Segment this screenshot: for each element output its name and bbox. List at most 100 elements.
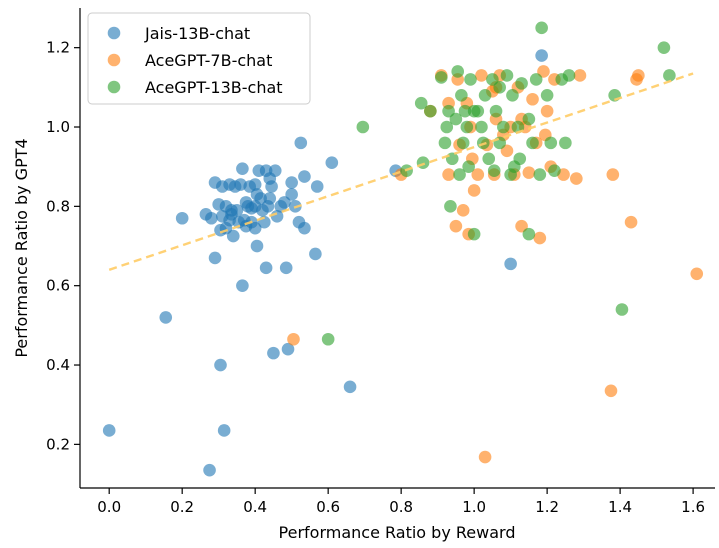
data-point xyxy=(486,73,499,86)
data-point xyxy=(239,196,253,209)
series-1-points xyxy=(102,49,548,477)
data-point xyxy=(533,168,547,181)
data-point xyxy=(259,261,273,275)
y-tick-label: 0.2 xyxy=(46,435,70,453)
data-point xyxy=(267,346,280,360)
data-point xyxy=(248,178,262,191)
data-point xyxy=(464,73,477,86)
x-tick-label: 0.6 xyxy=(316,498,340,516)
legend: Jais-13B-chat AceGPT-7B-chat AceGPT-13B-ch… xyxy=(87,12,311,105)
x-tick-label: 0.4 xyxy=(243,498,267,516)
data-point xyxy=(606,168,620,181)
data-point xyxy=(309,247,322,261)
data-point xyxy=(522,166,536,179)
x-tick-label: 1.4 xyxy=(608,498,632,516)
data-point xyxy=(462,160,475,173)
data-point xyxy=(467,184,481,197)
trendline xyxy=(108,72,694,271)
data-point xyxy=(205,211,218,225)
data-point xyxy=(504,257,517,271)
data-point xyxy=(279,261,293,275)
data-point xyxy=(456,136,470,150)
data-point xyxy=(604,384,618,398)
data-point xyxy=(657,41,671,54)
points-layer xyxy=(102,21,704,477)
data-point xyxy=(690,267,704,281)
data-point xyxy=(559,136,572,150)
data-point xyxy=(285,176,298,189)
data-point xyxy=(570,172,583,185)
data-point xyxy=(506,88,519,102)
data-point xyxy=(540,104,554,118)
y-tick-label: 0.4 xyxy=(46,356,70,374)
data-point xyxy=(438,136,452,150)
data-point xyxy=(159,311,173,324)
legend-box xyxy=(87,12,311,105)
data-point xyxy=(526,92,539,106)
data-point xyxy=(444,200,457,213)
x-axis-label: Performance Ratio by Reward xyxy=(279,523,516,542)
axes-layer xyxy=(79,8,715,489)
data-point xyxy=(482,152,496,166)
data-point xyxy=(248,221,262,235)
x-tick-label: 0.0 xyxy=(97,498,121,516)
data-point xyxy=(535,49,548,62)
data-point xyxy=(449,219,463,233)
data-point xyxy=(497,120,510,134)
y-tick-label: 1.2 xyxy=(46,39,70,57)
data-point xyxy=(526,136,539,150)
data-point xyxy=(230,204,244,217)
data-point xyxy=(456,204,470,217)
data-point xyxy=(475,69,488,82)
legend-label: AceGPT-7B-chat xyxy=(145,51,272,70)
data-point xyxy=(460,120,474,134)
data-point xyxy=(500,69,514,82)
x-tick-label: 0.2 xyxy=(170,498,194,516)
data-point xyxy=(540,88,554,102)
y-tick-label: 0.8 xyxy=(46,197,70,215)
data-point xyxy=(445,152,459,166)
data-point xyxy=(356,120,370,134)
series-3-points xyxy=(321,21,676,346)
data-point xyxy=(287,332,300,346)
trendline-layer xyxy=(108,72,694,271)
data-point xyxy=(455,88,468,102)
data-point xyxy=(321,332,335,346)
x-tick-label: 0.8 xyxy=(389,498,413,516)
data-point xyxy=(493,81,506,94)
data-point xyxy=(416,156,430,170)
series-2-points xyxy=(287,65,704,464)
data-point xyxy=(624,215,638,229)
data-point xyxy=(298,170,311,183)
data-point xyxy=(270,209,284,223)
data-point xyxy=(294,136,308,150)
y-tick-label: 0.6 xyxy=(46,277,70,295)
data-point xyxy=(102,424,116,437)
data-point xyxy=(263,192,277,205)
data-point xyxy=(414,96,428,110)
data-point xyxy=(434,71,448,84)
data-point xyxy=(544,136,558,150)
data-point xyxy=(522,227,536,241)
data-point xyxy=(537,65,550,78)
x-tick-label: 1.2 xyxy=(535,498,559,516)
data-point xyxy=(250,239,264,253)
data-point xyxy=(285,188,298,201)
data-point xyxy=(522,112,536,126)
data-point xyxy=(442,168,455,181)
data-point xyxy=(615,303,629,316)
data-point xyxy=(449,112,463,126)
data-point xyxy=(440,120,454,134)
data-point xyxy=(214,358,227,372)
data-point xyxy=(478,450,492,464)
x-tick-label: 1.6 xyxy=(681,498,705,516)
data-point xyxy=(513,152,527,166)
data-point xyxy=(217,424,231,437)
data-point xyxy=(533,231,547,245)
legend-marker xyxy=(107,80,121,94)
y-axis-label: Performance Ratio by GPT4 xyxy=(12,138,31,357)
data-point xyxy=(632,69,645,82)
legend-marker xyxy=(107,53,121,67)
